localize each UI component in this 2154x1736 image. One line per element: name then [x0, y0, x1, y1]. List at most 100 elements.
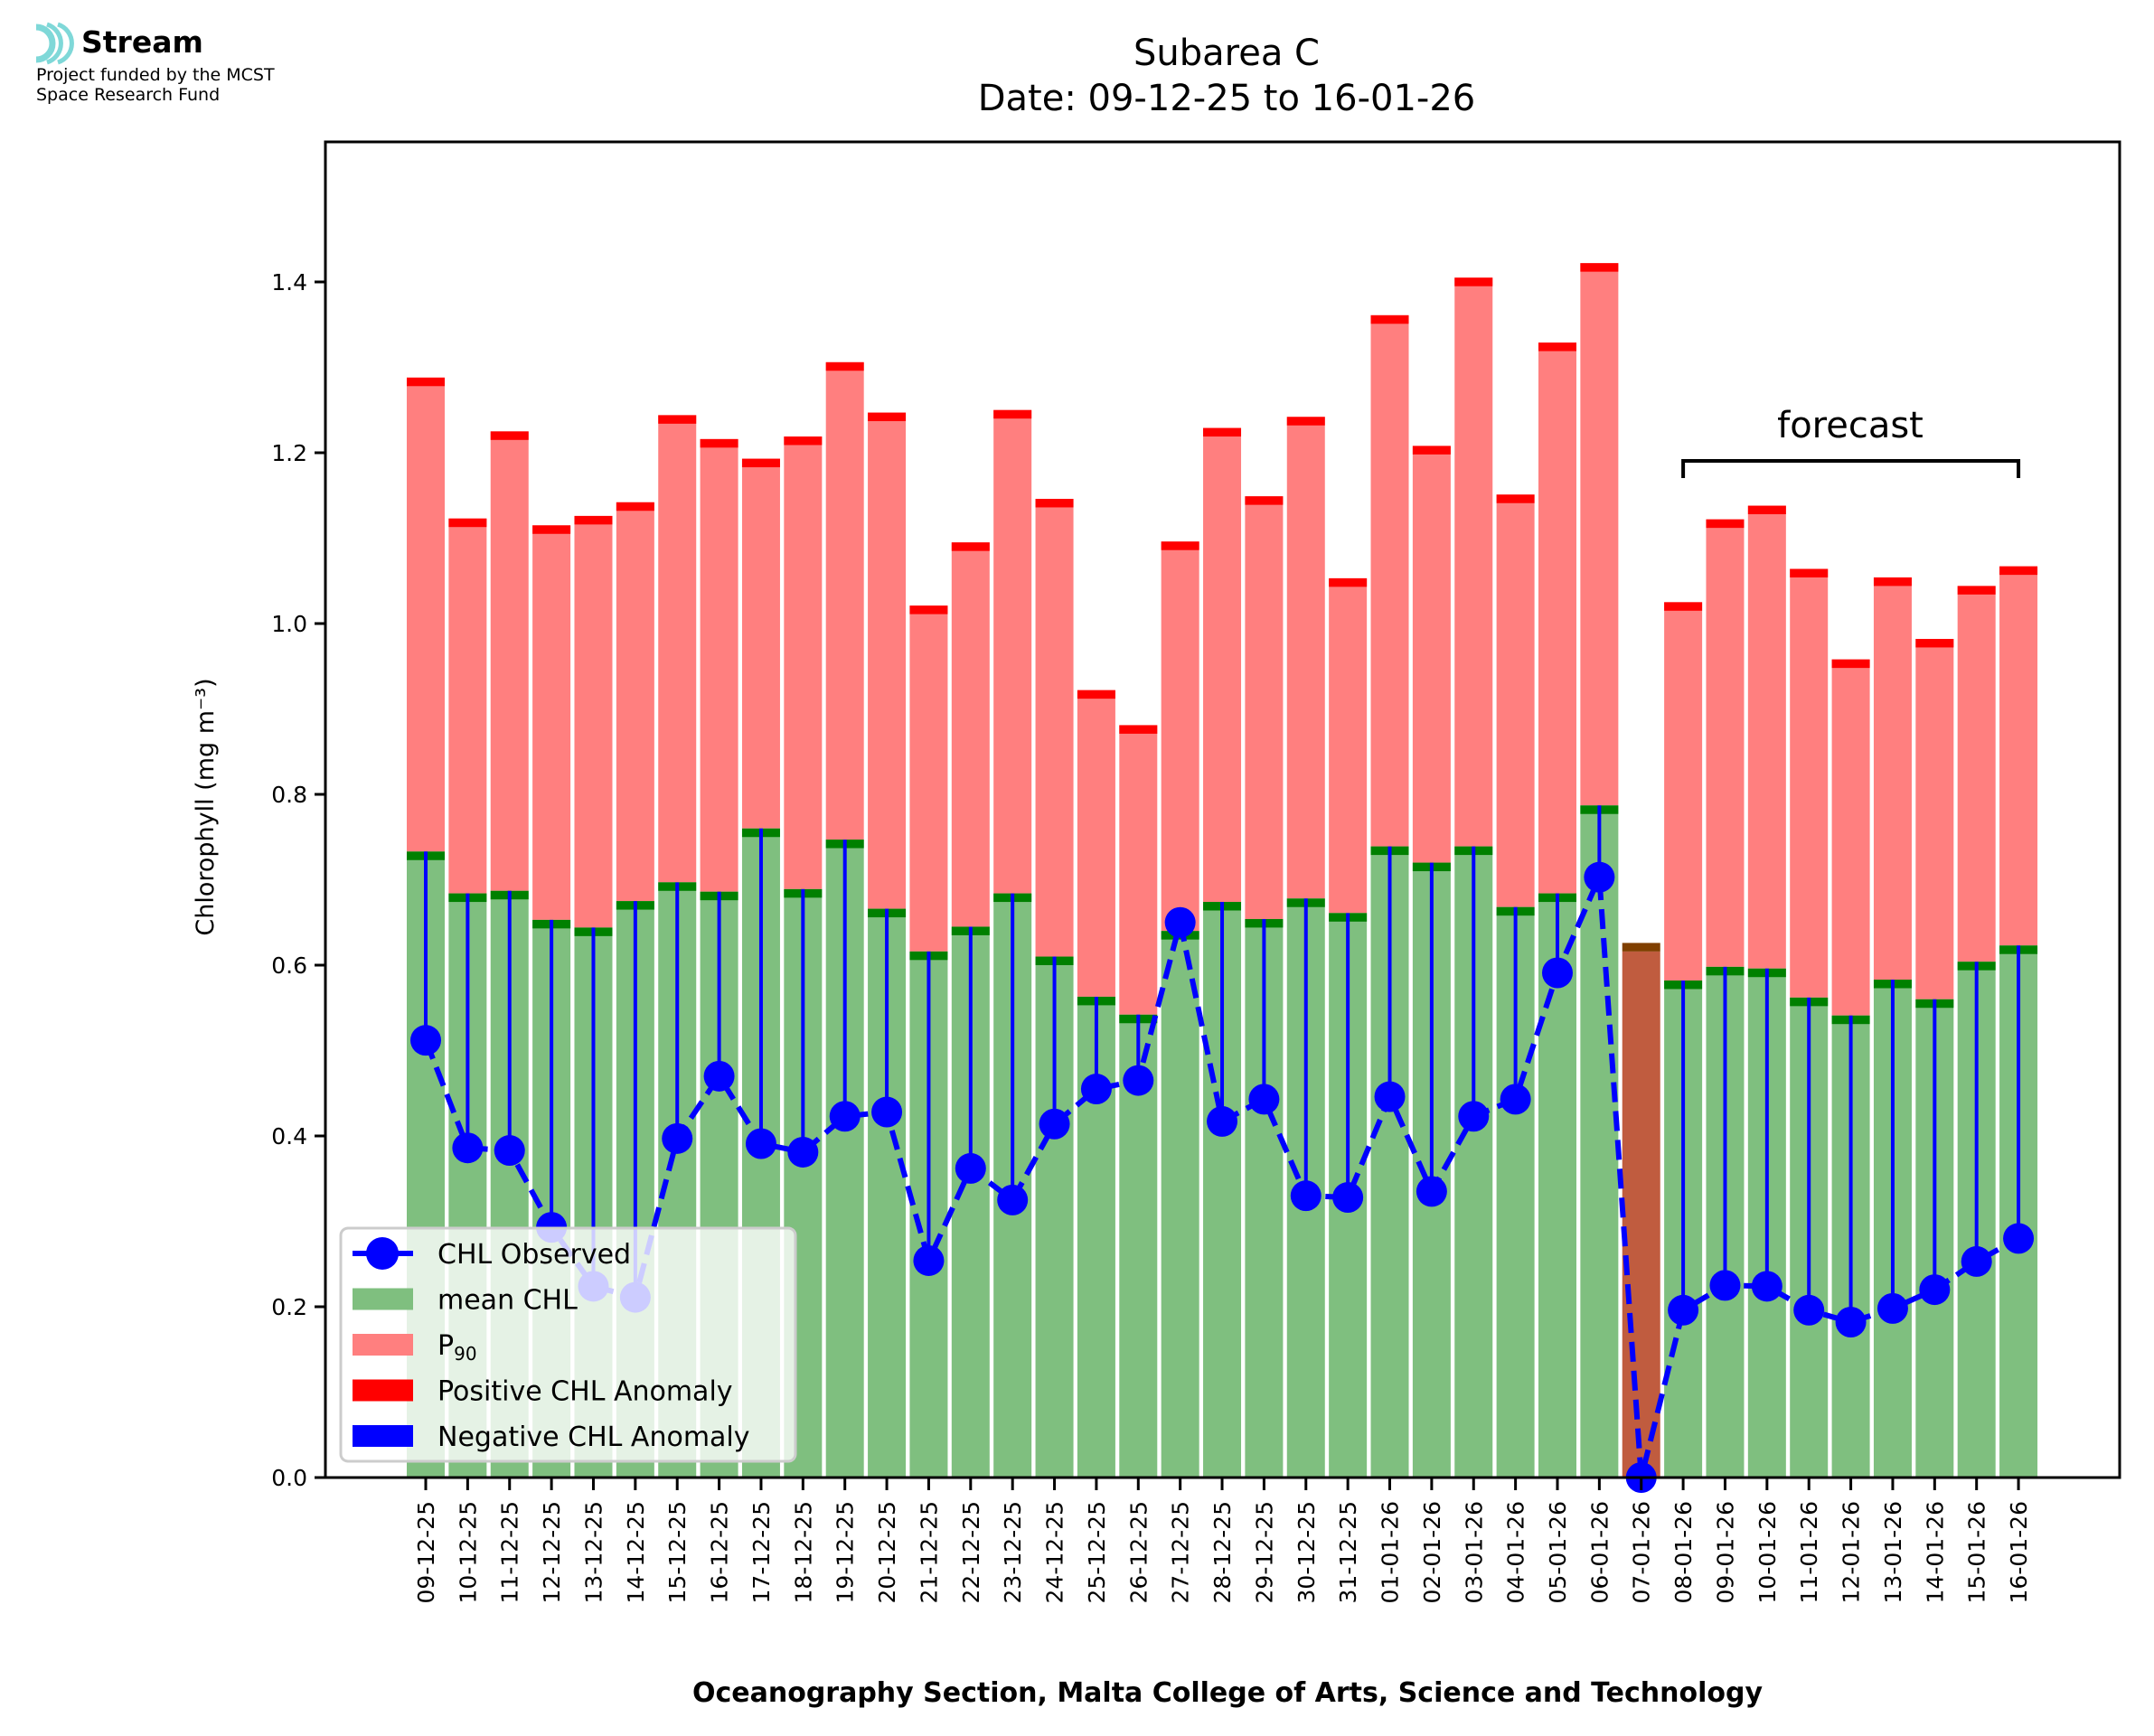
observed-point: [997, 1184, 1029, 1215]
positive-anomaly-cap: [1831, 659, 1870, 669]
positive-anomaly-cap: [1496, 494, 1535, 503]
x-tick-label: 08-01-26: [1670, 1501, 1697, 1603]
x-tick-label: 31-12-25: [1335, 1501, 1361, 1603]
x-tick-label: 12-12-25: [539, 1501, 565, 1603]
x-tick-label: 25-12-25: [1084, 1501, 1110, 1603]
positive-anomaly-cap: [1915, 638, 1954, 648]
x-tick-label: 05-01-26: [1545, 1501, 1571, 1603]
p90-bar: [1245, 496, 1284, 919]
p90-bar: [1706, 519, 1745, 967]
chart-subtitle: Date: 09-12-25 to 16-01-26: [978, 78, 1476, 119]
x-tick-label: 24-12-25: [1042, 1501, 1068, 1603]
p90-bar: [1496, 494, 1535, 907]
observed-point: [1039, 1108, 1070, 1140]
x-axis: 09-12-25 10-12-25 11-12-25 12-12-25 13-12-25…: [413, 1478, 2032, 1603]
x-tick-label: 30-12-25: [1293, 1501, 1320, 1603]
y-tick-label: 1.0: [271, 611, 307, 637]
legend-label: Negative CHL Anomaly: [437, 1422, 750, 1453]
positive-anomaly-cap: [868, 412, 907, 422]
p90-bar: [868, 412, 907, 909]
plot-area: [407, 263, 2038, 1493]
observed-point: [1080, 1074, 1112, 1105]
observed-point: [1332, 1182, 1364, 1214]
x-tick-label: 10-01-26: [1754, 1501, 1781, 1603]
x-tick-label: 21-12-25: [916, 1501, 942, 1603]
p90-bar: [1831, 659, 1870, 1016]
forecast-bracket: [1681, 459, 2021, 478]
positive-anomaly-cap: [1873, 577, 1912, 586]
stream-logo-icon: [35, 22, 74, 65]
observed-point: [787, 1136, 819, 1168]
missing-data-bar: [1622, 951, 1660, 1478]
positive-anomaly-cap: [1161, 541, 1199, 550]
p90-bar: [658, 415, 697, 883]
x-tick-label: 15-01-26: [1964, 1501, 1990, 1603]
p90-bar: [825, 361, 864, 840]
observed-point: [1416, 1176, 1447, 1207]
y-tick-label: 1.4: [271, 269, 307, 296]
x-tick-label: 17-12-25: [748, 1501, 775, 1603]
observed-point: [452, 1132, 484, 1164]
missing-data-bar-cap: [1622, 943, 1660, 952]
observed-point: [2003, 1223, 2035, 1254]
p90-bar: [490, 431, 529, 891]
forecast-annotation: forecast: [1681, 405, 2021, 478]
p90-bar: [448, 518, 487, 894]
positive-anomaly-cap: [1412, 446, 1451, 455]
x-tick-label: 07-01-26: [1629, 1501, 1655, 1603]
observed-point: [1877, 1292, 1908, 1324]
p90-bar: [1370, 314, 1409, 847]
x-tick-label: 29-12-25: [1251, 1501, 1277, 1603]
observed-point: [829, 1101, 861, 1132]
p90-bar: [1286, 417, 1325, 899]
y-tick-label: 0.6: [271, 952, 307, 979]
brand-name: Stream: [81, 24, 203, 60]
positive-anomaly-cap: [1957, 586, 1996, 595]
x-tick-label: 03-01-26: [1461, 1501, 1487, 1603]
positive-anomaly-cap: [1035, 499, 1074, 508]
observed-point: [1164, 906, 1196, 938]
x-tick-label: 14-01-26: [1922, 1501, 1948, 1603]
observed-point: [1584, 861, 1615, 893]
observed-point: [1919, 1274, 1951, 1306]
positive-anomaly-cap: [448, 518, 487, 528]
p90-bar: [1664, 602, 1703, 981]
y-tick-label: 0.0: [271, 1465, 307, 1491]
positive-anomaly-cap: [407, 377, 445, 387]
p90-bar: [1203, 427, 1242, 903]
positive-anomaly-cap: [741, 458, 780, 468]
observed-point: [703, 1060, 735, 1092]
x-tick-label: 18-12-25: [790, 1501, 816, 1603]
positive-anomaly-cap: [1664, 602, 1703, 611]
observed-point: [1709, 1270, 1741, 1301]
positive-anomaly-cap: [532, 525, 571, 534]
p90-bar: [909, 605, 948, 952]
positive-anomaly-cap: [700, 438, 738, 448]
p90-bar: [1873, 577, 1912, 981]
legend-label: mean CHL: [437, 1285, 578, 1317]
forecast-label: forecast: [1777, 405, 1924, 446]
positive-anomaly-cap: [1538, 343, 1576, 352]
x-tick-label: 09-12-25: [413, 1501, 439, 1603]
legend-patch-swatch: [353, 1379, 413, 1402]
p90-bar: [700, 438, 738, 892]
x-tick-label: 15-12-25: [664, 1501, 691, 1603]
p90-bar: [741, 458, 780, 829]
observed-point: [1751, 1271, 1782, 1302]
legend-patch-swatch: [353, 1425, 413, 1447]
legend-box: [339, 1226, 797, 1463]
p90-bar: [1035, 499, 1074, 957]
x-tick-label: 20-12-25: [874, 1501, 900, 1603]
observed-point: [745, 1128, 776, 1159]
observed-point: [1123, 1065, 1154, 1096]
y-axis-label: Chlorophyll (mg m⁻³): [192, 678, 220, 935]
x-tick-label: 02-01-26: [1419, 1501, 1445, 1603]
observed-point: [1290, 1180, 1322, 1212]
p90-bar: [1538, 343, 1576, 894]
legend-label: CHL Observed: [437, 1239, 631, 1271]
observed-point: [1500, 1084, 1531, 1115]
x-tick-label: 13-01-26: [1880, 1501, 1906, 1603]
x-tick-label: 06-01-26: [1586, 1501, 1613, 1603]
observed-point: [662, 1122, 693, 1154]
funding-line-1: Project funded by the MCST: [36, 65, 275, 85]
